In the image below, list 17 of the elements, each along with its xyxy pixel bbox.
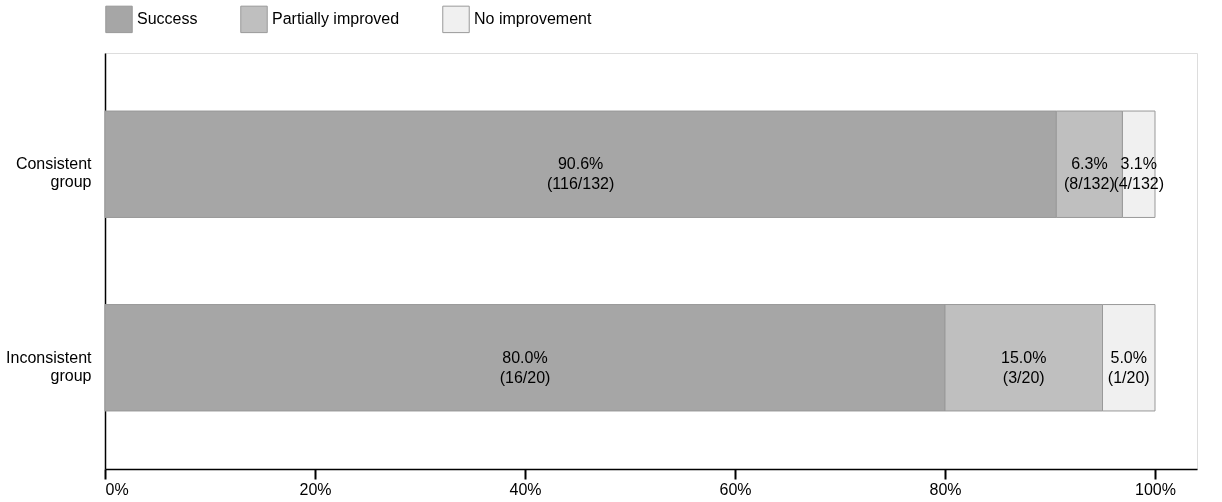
data-label: 5.0% (1/20) bbox=[1107, 348, 1150, 386]
y-tick-label: Inconsistent group bbox=[6, 348, 93, 384]
data-label: 15.0% (3/20) bbox=[1001, 348, 1047, 386]
x-tick-label: 40% bbox=[509, 480, 542, 498]
data-label: 90.6% (116/132) bbox=[546, 155, 615, 193]
legend-label: No improvement bbox=[474, 10, 592, 28]
x-tick-label: 100% bbox=[1135, 480, 1176, 498]
data-label: 6.3% (8/132) bbox=[1064, 155, 1115, 193]
x-tick-label: 20% bbox=[299, 480, 332, 498]
legend-label: Success bbox=[137, 10, 198, 28]
legend-label: Partially improved bbox=[272, 10, 400, 28]
data-label: 3.1% (4/132) bbox=[1113, 155, 1165, 193]
x-tick-label: 0% bbox=[105, 480, 129, 498]
data-label: 80.0% (16/20) bbox=[499, 348, 551, 386]
x-tick-label: 80% bbox=[929, 480, 962, 498]
y-tick-label: Consistent group bbox=[15, 155, 93, 191]
x-tick-label: 60% bbox=[719, 480, 752, 498]
